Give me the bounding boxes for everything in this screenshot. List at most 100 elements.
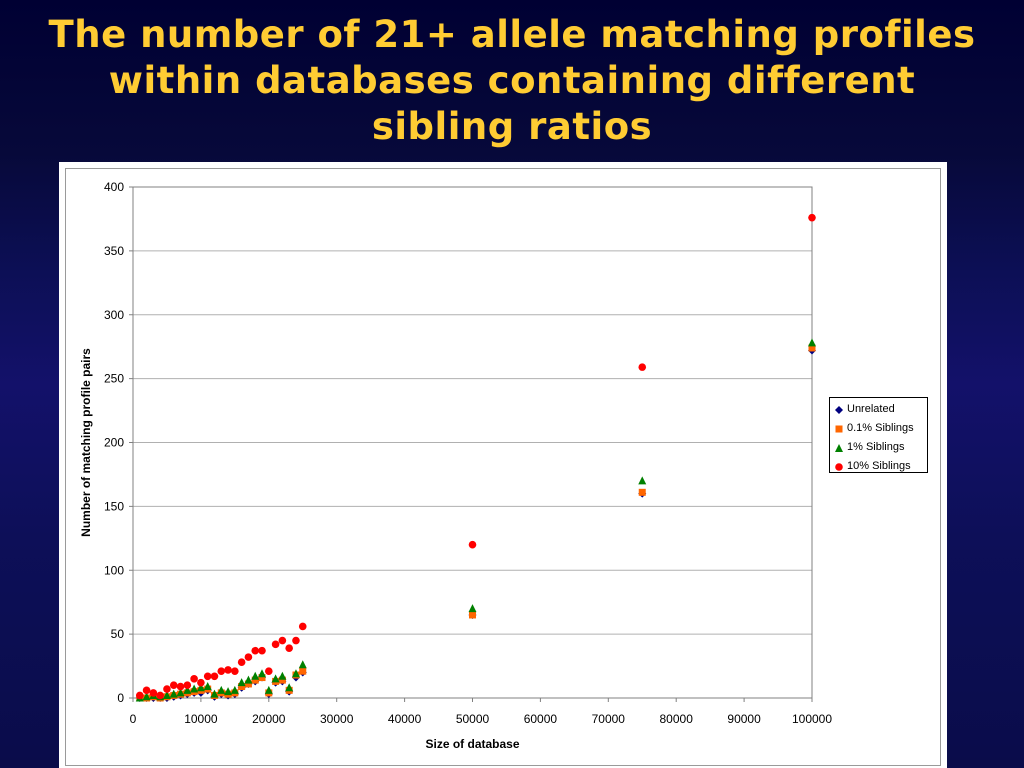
point-triangle	[291, 669, 300, 678]
point-square	[258, 674, 266, 682]
point-triangle	[183, 685, 192, 694]
legend: Unrelated 0.1% Siblings 1% Siblings 10% …	[829, 397, 928, 473]
x-tick-label: 90000	[727, 712, 761, 726]
point-square	[469, 611, 476, 619]
point-triangle	[210, 689, 219, 698]
point-triangle	[258, 669, 267, 678]
point-circle	[468, 540, 477, 549]
point-triangle	[278, 671, 287, 680]
point-circle	[135, 691, 144, 700]
legend-item-10-siblings: 10% Siblings	[834, 457, 927, 476]
x-tick-label: 10000	[184, 712, 218, 726]
y-tick-label: 350	[104, 244, 124, 258]
y-tick-label: 400	[104, 180, 124, 194]
point-triangle	[264, 685, 273, 694]
x-tick-label: 40000	[388, 712, 422, 726]
point-circle	[156, 691, 164, 700]
legend-label-unrelated: Unrelated	[847, 403, 895, 415]
point-circle	[203, 672, 212, 681]
series-3	[135, 213, 816, 700]
point-triangle	[224, 687, 233, 696]
square-icon	[834, 424, 844, 434]
point-triangle	[251, 671, 260, 680]
y-tick-label: 200	[104, 436, 124, 450]
point-triangle	[142, 692, 151, 701]
point-square	[278, 676, 286, 684]
point-circle	[808, 213, 816, 222]
point-circle	[197, 678, 205, 687]
y-tick-label: 250	[104, 372, 124, 386]
legend-item-1-siblings: 1% Siblings	[834, 438, 927, 457]
point-circle	[278, 636, 287, 645]
point-triangle	[196, 683, 205, 692]
point-circle	[224, 666, 232, 674]
data-points	[135, 213, 816, 702]
point-square	[251, 676, 259, 684]
y-tick-label: 300	[104, 308, 124, 322]
point-circle	[251, 646, 260, 655]
point-circle	[271, 640, 280, 649]
point-circle	[210, 672, 219, 681]
x-tick-label: 30000	[320, 712, 354, 726]
point-circle	[265, 667, 273, 675]
point-triangle	[298, 660, 307, 669]
point-square	[299, 667, 307, 675]
x-tick-label: 50000	[456, 712, 490, 726]
slide-title: The number of 21+ allele matching profil…	[0, 12, 1024, 150]
diamond-icon	[834, 405, 844, 415]
point-square	[638, 488, 646, 496]
point-circle	[285, 644, 293, 652]
point-triangle	[638, 476, 647, 485]
point-triangle	[468, 604, 477, 613]
point-triangle	[176, 688, 185, 697]
series-2	[135, 338, 816, 702]
point-circle	[237, 658, 246, 667]
point-circle	[298, 622, 307, 631]
point-triangle	[237, 678, 246, 687]
x-axis-ticks: 0 10000 20000 30000 40000 50000 60000 70000 8000…	[130, 698, 832, 726]
point-circle	[169, 681, 178, 690]
legend-label-1-siblings: 1% Siblings	[847, 441, 905, 453]
legend-label-10-siblings: 10% Siblings	[847, 460, 911, 472]
point-circle	[292, 636, 300, 645]
point-circle	[231, 667, 239, 675]
legend-label-0-1-siblings: 0.1% Siblings	[847, 422, 914, 434]
point-triangle	[190, 684, 199, 693]
y-axis-title: Number of matching profile pairs	[79, 348, 93, 537]
point-triangle	[285, 683, 294, 692]
point-triangle	[217, 685, 226, 694]
x-tick-label: 0	[130, 712, 137, 726]
point-square	[238, 683, 246, 691]
circle-icon	[834, 462, 844, 472]
point-circle	[638, 363, 647, 371]
y-tick-label: 100	[104, 563, 124, 577]
point-square	[808, 344, 816, 352]
y-tick-label: 150	[104, 499, 124, 513]
point-circle	[142, 686, 151, 695]
y-axis-ticks: 0 50 100 150 200 250 300 350 400	[104, 180, 133, 705]
slide-title-line-3: sibling ratios	[371, 105, 653, 148]
chart-frame	[59, 162, 947, 768]
x-tick-label: 20000	[252, 712, 286, 726]
point-triangle	[162, 690, 171, 699]
series-1	[136, 344, 816, 702]
point-circle	[244, 653, 253, 661]
point-circle	[183, 681, 192, 690]
legend-item-0-1-siblings: 0.1% Siblings	[834, 419, 927, 438]
triangle-icon	[834, 443, 844, 453]
point-triangle	[203, 682, 212, 691]
point-triangle	[169, 689, 178, 698]
point-circle	[217, 667, 226, 675]
point-triangle	[271, 674, 280, 683]
y-tick-label: 50	[111, 627, 125, 641]
point-circle	[149, 689, 158, 697]
legend-item-unrelated: Unrelated	[834, 400, 927, 419]
slide-title-line-2: within databases containing different	[108, 59, 916, 102]
y-tick-label: 0	[117, 691, 124, 705]
x-tick-label: 60000	[524, 712, 558, 726]
x-tick-label: 100000	[792, 712, 832, 726]
point-circle	[163, 685, 171, 693]
series-0	[135, 346, 816, 702]
point-circle	[176, 682, 185, 691]
